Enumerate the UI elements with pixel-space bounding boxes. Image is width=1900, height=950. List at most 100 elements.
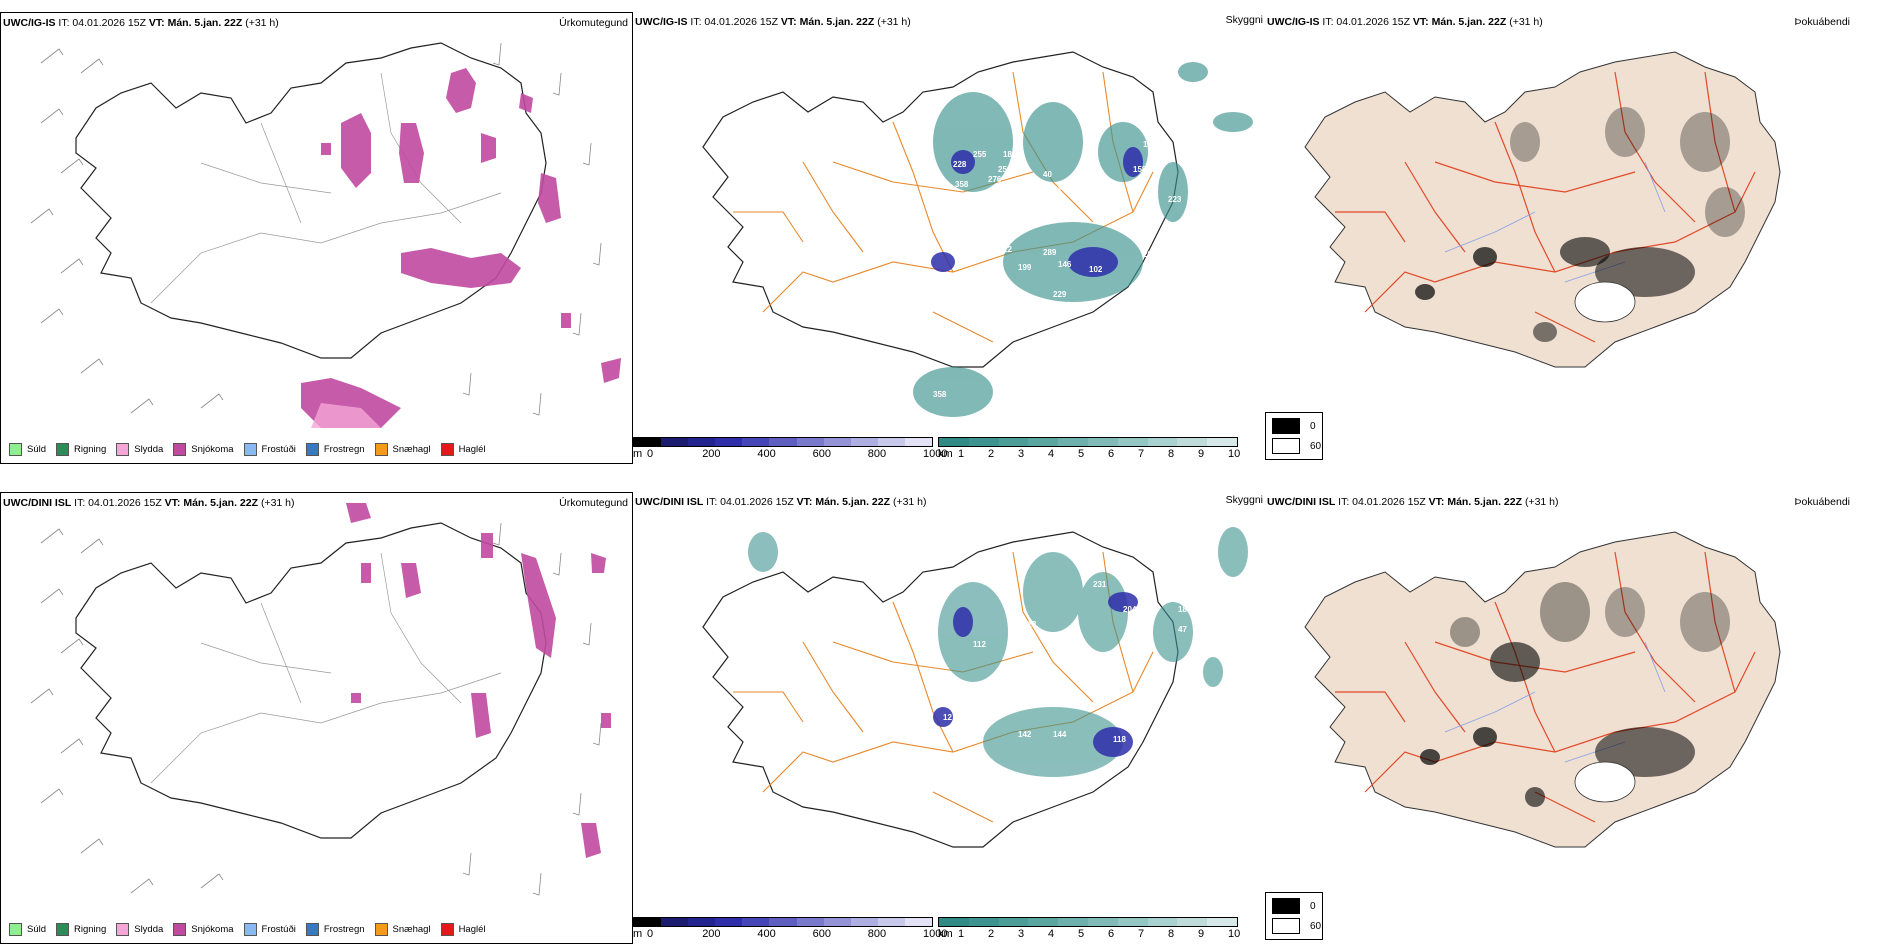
cloud-label: 91 — [1053, 210, 1062, 219]
colorbar-segment — [998, 918, 1029, 926]
legend-item: Frostúði — [243, 442, 296, 456]
colorbar-tick: 6 — [1108, 448, 1115, 460]
colorbar-tick: 7 — [1138, 448, 1145, 460]
colorbar-tick: 800 — [867, 928, 887, 940]
visibility-colorbar: km 1 2 3 4 5 6 7 8 9 10 — [938, 437, 1241, 461]
cloud-label: 223 — [1003, 190, 1017, 199]
cloud-label: 255 — [973, 150, 987, 159]
colorbar-tick: 10 — [1228, 448, 1241, 460]
colorbar-segment — [688, 918, 716, 926]
panel-title: Þokuábendi — [1794, 496, 1850, 508]
legend-item: Snjókoma — [173, 922, 234, 936]
legend-item: Haglél — [440, 922, 486, 936]
colorbar-tick: 200 — [702, 928, 721, 940]
cloud-label: 142 — [1018, 730, 1032, 739]
fog-index-panel-row1: UWC/IG-IS IT: 04.01.2026 15Z VT: Mán. 5.… — [1265, 12, 1900, 464]
cloud-label: 127 — [1023, 660, 1037, 669]
cloud-label: 204 — [1123, 605, 1137, 614]
cloud-base-areas — [933, 592, 1138, 757]
colorbar-tick: 1 — [958, 448, 965, 460]
fog-areas — [1420, 582, 1730, 807]
colorbar-segment — [877, 438, 905, 446]
colorbar-segment — [1058, 918, 1088, 926]
colorbar-segment — [1087, 438, 1118, 446]
colorbar-segment — [715, 918, 743, 926]
panel-header: UWC/DINI ISL IT: 04.01.2026 15Z VT: Mán.… — [635, 496, 927, 508]
fog-legend: 0 60 — [1265, 892, 1323, 940]
legend-item: Súld — [9, 442, 46, 456]
fog-map — [1304, 51, 1781, 368]
legend-item: Haglél — [440, 442, 486, 456]
cloud-label: 32 — [1133, 580, 1142, 589]
colorbar-tick: 400 — [757, 448, 776, 460]
colorbar-segment — [1087, 918, 1118, 926]
panel-title: Skyggni — [1225, 494, 1263, 506]
fog-legend: 0 60 — [1265, 412, 1323, 460]
legend-item: Rigning — [56, 442, 106, 456]
colorbar-tick: 600 — [812, 448, 831, 460]
visibility-panel-row1: UWC/IG-IS IT: 04.01.2026 15Z VT: Mán. 5.… — [633, 12, 1265, 464]
panel-title: Þokuábendi — [1794, 16, 1850, 28]
cloud-label: 276 — [988, 175, 1002, 184]
colorbar-segment — [769, 918, 797, 926]
cloud-label: 112 — [973, 640, 986, 649]
colorbar-segment — [998, 438, 1029, 446]
legend-item: Súld — [9, 922, 46, 936]
colorbar-tick: 10 — [1228, 928, 1241, 940]
colorbar-segment — [661, 438, 689, 446]
legend-item: Slydda — [116, 922, 163, 936]
colorbar-tick: 8 — [1168, 448, 1175, 460]
colorbar-segment — [904, 438, 933, 446]
colorbar-segment — [904, 918, 933, 926]
legend-item: Frostúði — [243, 922, 296, 936]
colorbar-tick: 600 — [812, 928, 831, 940]
roads — [1335, 71, 1756, 343]
legend-item: Snæhagl — [374, 442, 431, 456]
colorbar-tick: 2 — [988, 448, 995, 460]
colorbar-segment — [1117, 918, 1148, 926]
cloud-base-areas — [931, 147, 1143, 277]
colorbar-segment — [823, 438, 851, 446]
colorbar-tick: 1 — [958, 928, 965, 940]
colorbar-tick: 800 — [867, 448, 887, 460]
colorbar-segment — [1028, 438, 1059, 446]
cloud-label: 298 — [1143, 250, 1157, 259]
panel-header: UWC/IG-IS IT: 04.01.2026 15Z VT: Mán. 5.… — [3, 17, 279, 29]
colorbar-tick: 5 — [1078, 928, 1085, 940]
cloud-label: 218 — [1023, 620, 1037, 629]
precip-map — [30, 42, 621, 428]
colorbar-segment — [850, 918, 878, 926]
panel-header: UWC/DINI ISL IT: 04.01.2026 15Z VT: Mán.… — [3, 497, 295, 509]
cloud-label: 188 — [1178, 605, 1192, 614]
legend-item: Snjókoma — [173, 442, 234, 456]
visibility-map: 358 228 255 189 251 276 223 180 40 81 91… — [702, 51, 1253, 417]
visibility-map: 231 32 204 188 47 218 127 112 118 142 14… — [702, 527, 1248, 848]
colorbar-segment — [823, 918, 851, 926]
colorbar-segment — [1177, 918, 1208, 926]
cloud-label: 40 — [1043, 170, 1052, 179]
cloud-label: 12 — [943, 243, 952, 252]
colorbar-segment — [939, 438, 969, 446]
panel-title: Úrkomutegund — [559, 17, 628, 29]
cloud-label: 144 — [1053, 730, 1067, 739]
colorbar-segment — [877, 918, 905, 926]
colorbar-tick: 400 — [757, 928, 776, 940]
cloud-base-colorbar: m 0 200 400 600 800 1000 — [633, 917, 947, 941]
visibility-panel-row2: UWC/DINI ISL IT: 04.01.2026 15Z VT: Mán.… — [633, 492, 1265, 944]
cloud-label: 52 — [868, 725, 877, 734]
colorbar-segment — [1028, 918, 1059, 926]
colorbar-segment — [1177, 438, 1208, 446]
colorbar-segment — [968, 918, 999, 926]
colorbar-segment — [661, 918, 689, 926]
colorbar-tick: 5 — [1078, 448, 1085, 460]
colorbar-tick: 3 — [1018, 448, 1025, 460]
colorbar-tick: 1000 — [923, 928, 948, 940]
cloud-label: 228 — [953, 160, 967, 169]
legend-item: Slydda — [116, 442, 163, 456]
cloud-label: 13 — [1143, 140, 1152, 149]
cloud-label: 231 — [1093, 580, 1107, 589]
roads — [150, 552, 502, 784]
cloud-label: 81 — [1053, 185, 1062, 194]
visibility-areas — [748, 527, 1248, 777]
roads — [150, 72, 502, 304]
